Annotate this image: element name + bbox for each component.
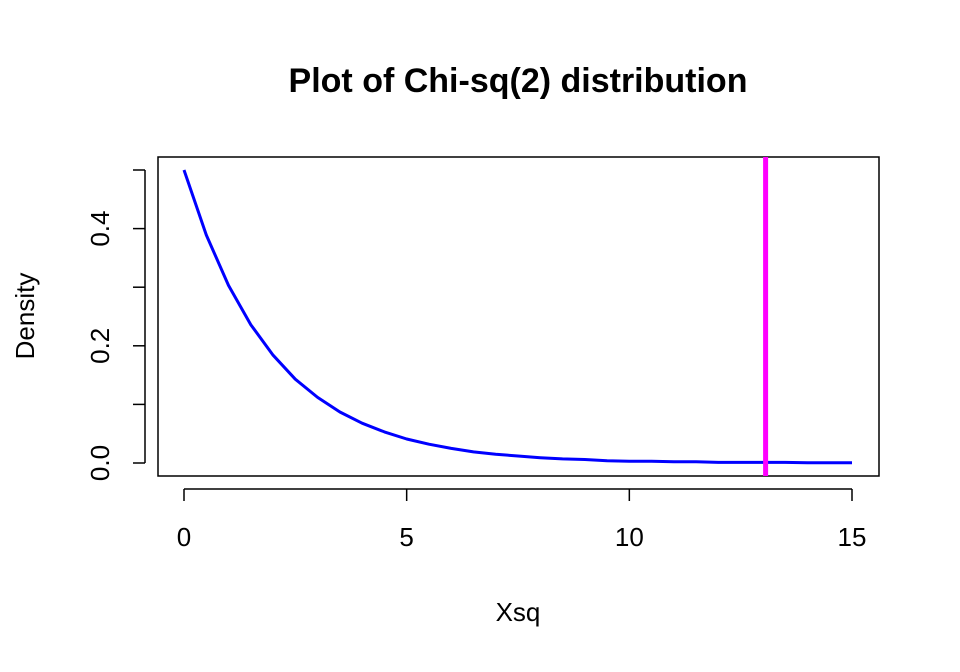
series-layer [182, 157, 852, 476]
y-tick-label: 0.0 [85, 445, 115, 481]
density-curve [182, 169, 852, 465]
x-tick-label: 5 [399, 522, 413, 552]
x-tick-label: 15 [838, 522, 867, 552]
y-axis-label: Density [10, 273, 40, 360]
chart-title: Plot of Chi-sq(2) distribution [289, 62, 748, 100]
y-tick-label: 0.4 [85, 211, 115, 247]
y-tick-label: 0.2 [85, 328, 115, 364]
x-tick-label: 10 [615, 522, 644, 552]
y-axis: 0.0 0.2 0.4 [85, 169, 146, 481]
x-axis-label: Xsq [496, 597, 541, 627]
x-tick-label: 0 [177, 522, 191, 552]
plot-frame [157, 156, 880, 477]
x-axis: 0 5 10 15 [177, 488, 867, 552]
